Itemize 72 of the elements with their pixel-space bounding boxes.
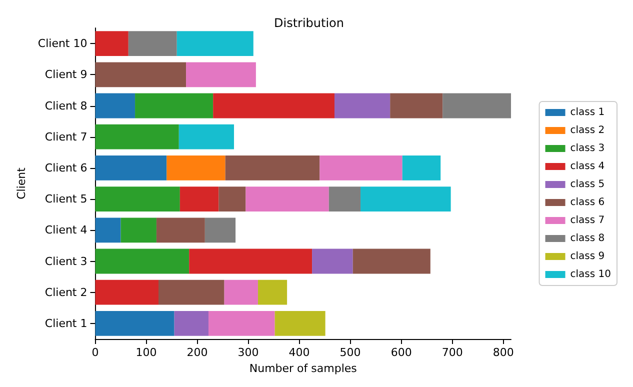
bar: [95, 156, 167, 180]
x-tick-label: 500: [340, 346, 361, 359]
bar: [95, 311, 174, 336]
bar: [320, 156, 402, 180]
y-tick-label: Client 8: [44, 99, 88, 112]
bar: [178, 124, 234, 150]
legend-label: class 6: [570, 197, 605, 208]
y-axis-title: Client: [15, 166, 28, 200]
bar: [402, 156, 441, 180]
legend-label: class 1: [570, 107, 605, 118]
bar: [246, 186, 329, 212]
chart-title: Distribution: [274, 16, 344, 30]
bar: [95, 218, 121, 243]
bar: [95, 186, 180, 212]
y-tick-label: Client 5: [44, 192, 88, 206]
bar: [352, 248, 430, 274]
legend-label: class 7: [570, 215, 605, 226]
bar: [174, 311, 208, 336]
x-tick-label: 600: [390, 346, 412, 359]
bar: [95, 62, 186, 88]
bar: [204, 218, 236, 243]
x-tick-label: 800: [492, 346, 514, 359]
y-tick-label: Client 2: [44, 286, 88, 299]
y-tick-label: Client 3: [44, 254, 88, 268]
bar: [225, 156, 320, 180]
bar: [442, 93, 511, 118]
bar: [213, 93, 334, 118]
x-tick-label: 0: [92, 346, 99, 359]
y-tick-label: Client 7: [44, 130, 88, 144]
y-tick-label: Client 9: [44, 68, 88, 82]
legend-label: class 8: [570, 233, 605, 244]
x-tick-label: 400: [288, 346, 310, 359]
legend-label: class 5: [570, 179, 605, 190]
bar: [95, 93, 136, 118]
y-tick-label: Client 1: [44, 316, 88, 330]
bar: [312, 248, 353, 274]
legend-label: class 10: [570, 269, 612, 280]
bar: [218, 186, 246, 212]
bar: [208, 311, 275, 336]
bar: [95, 31, 128, 56]
bar: [158, 280, 224, 305]
bar: [128, 31, 177, 56]
x-tick-label: 100: [136, 346, 157, 359]
y-tick-label: Client 6: [44, 161, 88, 174]
x-axis-title: Number of samples: [249, 362, 358, 375]
bar: [334, 93, 390, 118]
legend-label: class 9: [570, 251, 605, 262]
bar: [95, 248, 190, 274]
bar: [224, 280, 258, 305]
x-tick-label: 200: [186, 346, 208, 359]
legend-label: class 4: [570, 161, 605, 172]
bar: [166, 156, 226, 180]
bar: [360, 186, 451, 212]
bar: [95, 124, 179, 150]
x-tick-label: 300: [238, 346, 259, 359]
y-tick-label: Client 10: [38, 37, 88, 50]
bar: [390, 93, 443, 118]
bar: [135, 93, 214, 118]
bar: [274, 311, 326, 336]
bar: [328, 186, 361, 212]
bar: [95, 280, 158, 305]
bar: [180, 186, 219, 212]
bar: [258, 280, 288, 305]
legend-label: class 2: [570, 125, 605, 136]
bar: [120, 218, 156, 243]
legend-label: class 3: [570, 143, 605, 154]
bar: [156, 218, 205, 243]
x-tick-label: 700: [442, 346, 463, 359]
bar: [189, 248, 312, 274]
bar: [176, 31, 254, 56]
y-tick-label: Client 4: [44, 224, 88, 237]
bar: [186, 62, 256, 88]
